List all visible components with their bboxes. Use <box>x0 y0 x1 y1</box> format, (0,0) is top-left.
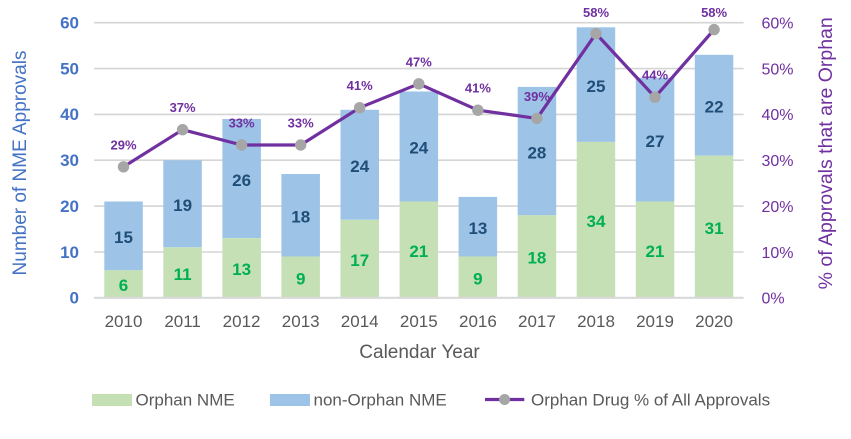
svg-text:60%: 60% <box>762 16 794 33</box>
svg-text:39%: 39% <box>524 89 550 104</box>
svg-text:21: 21 <box>646 242 665 261</box>
svg-text:2010: 2010 <box>105 312 143 331</box>
svg-text:10%: 10% <box>762 245 794 262</box>
svg-text:20: 20 <box>60 197 79 216</box>
svg-text:6: 6 <box>119 276 128 295</box>
svg-text:non-Orphan NME: non-Orphan NME <box>314 391 447 410</box>
svg-text:41%: 41% <box>465 81 491 96</box>
svg-text:9: 9 <box>296 269 305 288</box>
svg-text:33%: 33% <box>229 116 255 131</box>
svg-text:Orphan NME: Orphan NME <box>136 391 235 410</box>
svg-text:Orphan Drug % of All Approvals: Orphan Drug % of All Approvals <box>531 391 770 410</box>
svg-text:50: 50 <box>60 59 79 78</box>
svg-text:% of Approvals that are Orphan: % of Approvals that are Orphan <box>815 17 837 289</box>
svg-text:0: 0 <box>70 289 79 308</box>
svg-text:26: 26 <box>232 171 251 190</box>
svg-text:31: 31 <box>705 219 724 238</box>
svg-text:2015: 2015 <box>400 312 438 331</box>
svg-text:17: 17 <box>350 251 369 270</box>
svg-text:9: 9 <box>473 269 482 288</box>
svg-text:18: 18 <box>527 249 546 268</box>
svg-text:34: 34 <box>587 212 606 231</box>
svg-text:24: 24 <box>350 157 369 176</box>
svg-text:2019: 2019 <box>636 312 674 331</box>
svg-text:15: 15 <box>114 228 133 247</box>
svg-text:2012: 2012 <box>223 312 261 331</box>
svg-text:27: 27 <box>646 132 665 151</box>
svg-text:13: 13 <box>468 219 487 238</box>
svg-text:2020: 2020 <box>695 312 733 331</box>
svg-text:20%: 20% <box>762 199 794 216</box>
svg-text:58%: 58% <box>701 5 727 20</box>
svg-text:2014: 2014 <box>341 312 379 331</box>
svg-text:24: 24 <box>409 139 428 158</box>
svg-text:13: 13 <box>232 260 251 279</box>
svg-text:40: 40 <box>60 105 79 124</box>
svg-text:0%: 0% <box>762 291 785 308</box>
svg-text:41%: 41% <box>347 78 373 93</box>
svg-text:22: 22 <box>705 97 724 116</box>
svg-text:47%: 47% <box>406 54 432 69</box>
svg-text:37%: 37% <box>170 100 196 115</box>
svg-text:33%: 33% <box>288 116 314 131</box>
svg-text:30: 30 <box>60 151 79 170</box>
svg-text:2017: 2017 <box>518 312 556 331</box>
svg-text:40%: 40% <box>762 107 794 124</box>
svg-text:30%: 30% <box>762 153 794 170</box>
svg-text:Number of NME Approvals: Number of NME Approvals <box>10 51 31 276</box>
svg-text:60: 60 <box>60 14 79 33</box>
svg-text:2018: 2018 <box>577 312 615 331</box>
svg-text:2013: 2013 <box>282 312 320 331</box>
svg-text:25: 25 <box>587 77 606 96</box>
svg-text:44%: 44% <box>642 68 668 83</box>
svg-text:21: 21 <box>409 242 428 261</box>
svg-text:Calendar Year: Calendar Year <box>359 342 480 363</box>
svg-text:19: 19 <box>173 196 192 215</box>
svg-text:58%: 58% <box>583 5 609 20</box>
svg-text:50%: 50% <box>762 61 794 78</box>
svg-text:10: 10 <box>60 243 79 262</box>
svg-text:28: 28 <box>527 143 546 162</box>
svg-text:2016: 2016 <box>459 312 497 331</box>
svg-text:2011: 2011 <box>164 312 201 331</box>
svg-text:11: 11 <box>174 265 192 284</box>
svg-text:18: 18 <box>291 208 310 227</box>
svg-text:29%: 29% <box>110 137 136 152</box>
